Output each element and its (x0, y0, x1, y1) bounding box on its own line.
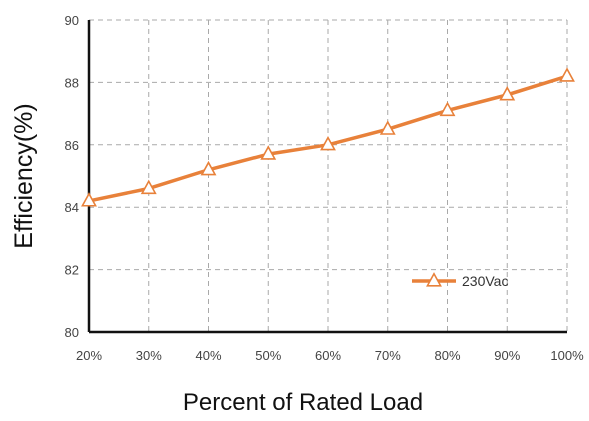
data-point (499, 86, 516, 101)
x-tick-label: 80% (434, 348, 460, 363)
x-tick-label: 100% (550, 348, 584, 363)
data-point (379, 120, 396, 135)
y-tick-label: 90 (65, 13, 79, 28)
y-tick-label: 86 (65, 138, 79, 153)
legend-marker (426, 272, 442, 287)
y-tick-label: 88 (65, 75, 79, 90)
x-tick-label: 60% (315, 348, 341, 363)
y-tick-label: 84 (65, 200, 79, 215)
legend-label: 230Vac (462, 273, 508, 289)
axes (87, 20, 567, 334)
y-tick-label: 80 (65, 325, 79, 340)
data-point (140, 179, 157, 195)
x-tick-label: 30% (136, 348, 162, 363)
data-point (200, 160, 217, 176)
data-point (320, 135, 336, 151)
x-tick-label: 50% (255, 348, 281, 363)
series-group (81, 67, 575, 207)
data-point (559, 67, 575, 82)
y-axis-title: Efficiency(%) (10, 103, 38, 248)
y-tick-label: 82 (65, 263, 79, 278)
x-tick-label: 20% (76, 348, 102, 363)
data-point (81, 192, 97, 207)
x-axis-title: Percent of Rated Load (183, 389, 423, 416)
y-tick-labels: 80 82 84 86 88 90 (65, 13, 79, 340)
grid (89, 19, 568, 332)
data-point (260, 145, 277, 160)
x-tick-labels: 20% 30% 40% 50% 60% 70% 80% 90% 100% (76, 348, 584, 363)
x-tick-label: 70% (375, 348, 401, 363)
x-tick-label: 40% (195, 348, 221, 363)
legend: 230Vac (412, 272, 508, 289)
x-tick-label: 90% (494, 348, 520, 363)
data-point (439, 101, 456, 117)
